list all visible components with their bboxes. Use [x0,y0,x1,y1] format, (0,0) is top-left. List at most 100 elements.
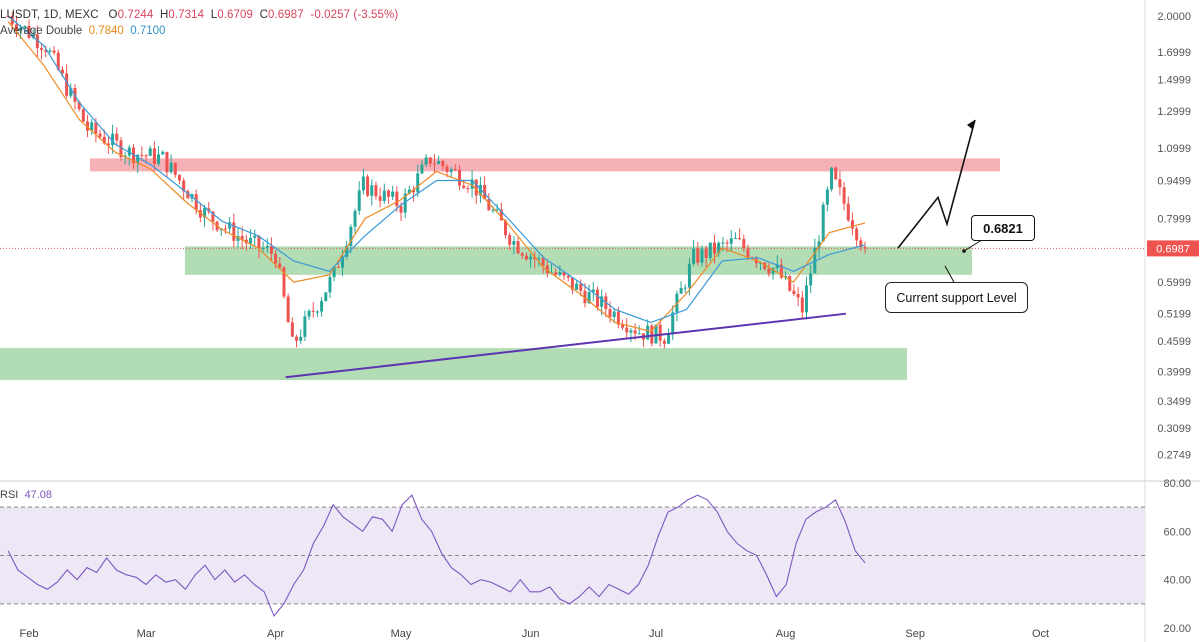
candle-body [94,122,98,134]
candle-body [696,248,700,263]
candle-body [612,311,616,317]
candle-body [449,169,453,173]
y-tick-label: 0.9499 [1157,176,1191,188]
candle-body [127,147,131,156]
candle-body [177,174,181,181]
high-value: 0.7314 [168,9,205,21]
candle-body [211,211,215,222]
candle-body [658,324,662,341]
candle-body [182,180,186,192]
candle-body [725,242,729,244]
symbol-label: LUSDT, 1D, MEXC [0,9,99,21]
candle-body [395,191,399,207]
candle-body [286,296,290,323]
candle-body [10,16,14,25]
candle-body [637,333,641,335]
candle-body [788,276,792,291]
candle-body [474,179,478,196]
x-tick-label: Feb [20,628,39,640]
candle-body [366,176,370,196]
candle-body [570,277,574,290]
candle-body [608,309,612,317]
y-tick-label: 0.2749 [1157,450,1191,462]
candle-body [545,265,549,274]
candle-body [157,154,161,164]
candle-body [48,50,52,52]
candle-body [729,238,733,244]
y-tick-label: 0.3999 [1157,367,1191,379]
candle-body [625,327,629,333]
candle-body [767,268,771,274]
y-tick-label: 2.0000 [1157,11,1191,23]
rsi-value: 47.08 [24,489,52,501]
y-tick-label: 1.4999 [1157,75,1191,87]
candle-body [19,27,23,32]
candle-body [575,283,579,290]
ma-header: Average Double 0.7840 0.7100 [0,25,165,37]
candle-body [804,285,808,313]
candle-body [441,161,445,167]
candle-body [733,238,737,240]
candle-body [775,264,779,269]
candle-body [361,176,365,191]
candle-body [399,206,403,213]
candle-body [370,185,374,196]
support-callout[interactable]: Current support Level [885,282,1028,313]
candle-body [566,275,570,278]
candle-body [295,336,299,341]
candle-body [420,164,424,174]
candle-body [779,264,783,278]
y-tick-label: 0.7999 [1157,214,1191,226]
candle-body [529,256,533,260]
candle-body [662,340,666,344]
candle-body [81,109,85,122]
price-annotation-box[interactable]: 0.6821 [971,215,1035,241]
candle-body [115,133,119,141]
candle-body [328,277,332,293]
support-trendline [285,312,847,379]
y-tick-label: 0.4599 [1157,336,1191,348]
callout-pointer [944,265,956,285]
rsi-label: RSI [0,489,19,501]
y-tick-label: 1.2999 [1157,106,1191,118]
candle-body [416,173,420,193]
candle-body [554,272,558,275]
candle-body [261,247,265,249]
candle-body [562,271,566,276]
x-tick-label: Oct [1032,628,1049,640]
ma-fast-line [7,21,866,333]
candle-body [830,167,834,190]
candle-body [495,209,499,211]
candle-body [633,330,637,334]
candle-body [537,258,541,260]
candle-body [378,196,382,201]
projection-path [897,119,976,249]
candle-body [320,301,324,312]
candle-body [825,189,829,205]
rsi-header: RSI 47.08 [0,489,52,501]
candle-body [445,166,449,173]
candle-body [512,241,516,245]
candle-body [721,242,725,244]
candle-body [428,157,432,164]
candle-body [704,248,708,258]
ma-label: Average Double [0,25,83,37]
candles-group [6,10,867,349]
candle-body [595,289,599,307]
candle-body [713,242,717,254]
rsi-y-tick-label: 60.00 [1163,526,1191,538]
candle-body [194,194,198,211]
x-tick-label: Jul [649,628,663,640]
candle-body [173,162,177,175]
y-tick-label: 0.5199 [1157,309,1191,321]
candle-body [136,154,140,163]
projection-arrowhead [967,119,975,130]
candle-body [650,325,654,344]
candle-body [119,140,123,158]
candle-body [299,336,303,341]
change-value: -0.0257 (-3.55%) [310,9,399,21]
candle-body [520,253,524,256]
candle-body [453,169,457,171]
candle-body [654,324,658,344]
